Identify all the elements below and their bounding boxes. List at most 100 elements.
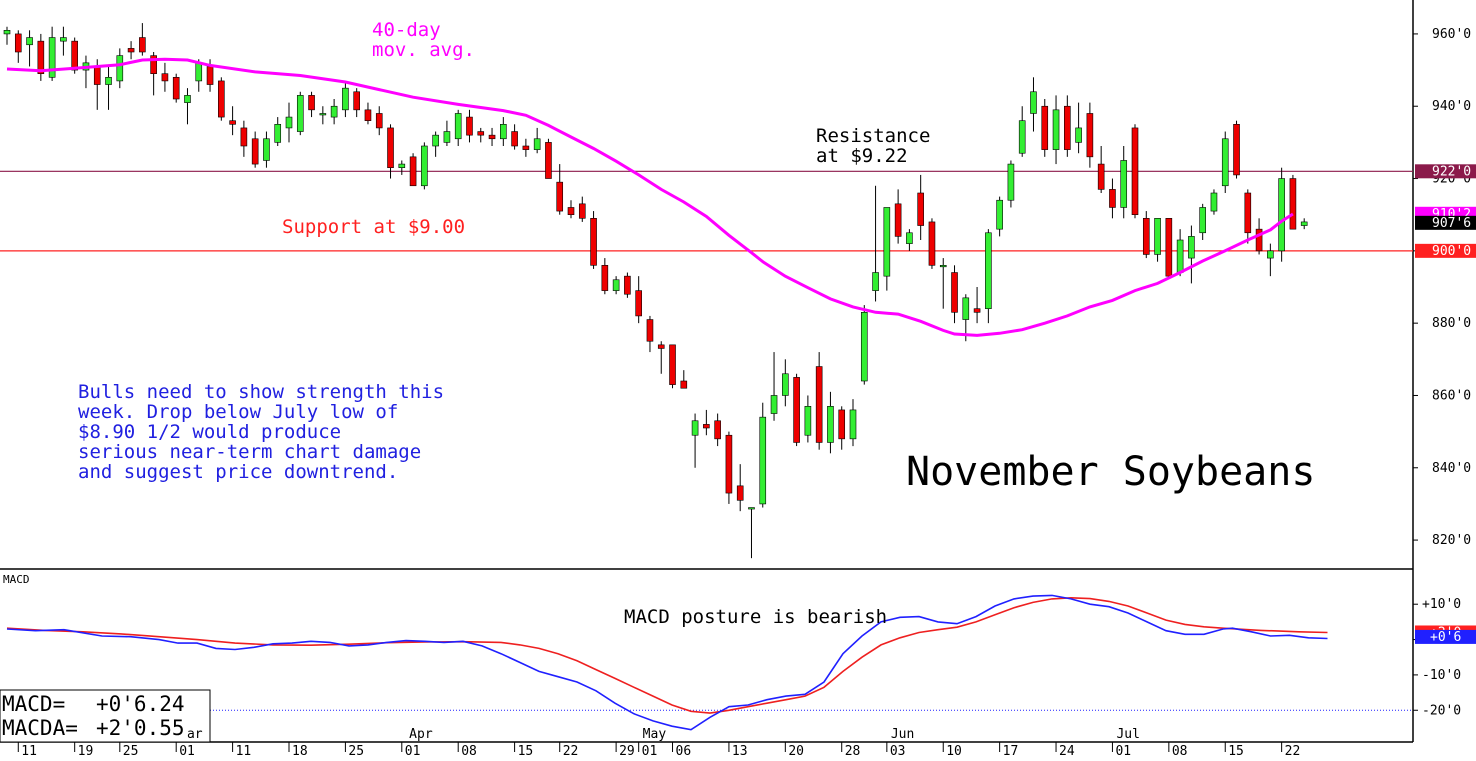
candle-down [951, 272, 958, 313]
price-tick-label: 960'0 [1432, 27, 1471, 42]
macda-readout-value: +2'0.55 [96, 716, 185, 740]
candle-down [511, 131, 518, 147]
date-tick-label: 29 [619, 744, 635, 759]
macd-readout-value: +0'6.24 [96, 692, 185, 716]
candle-down [657, 344, 665, 349]
candle-down [601, 265, 609, 291]
candle-up [1154, 218, 1161, 255]
candle-up [330, 105, 338, 118]
candle-up [860, 312, 868, 382]
candle-up [1018, 120, 1026, 154]
candle-up [906, 232, 913, 244]
macd-readout-label: MACD= [2, 692, 65, 716]
month-label: Jul [1116, 727, 1139, 742]
candle-down [1064, 105, 1071, 150]
macd-panel-title: MACD [3, 573, 30, 586]
candle-down [251, 138, 259, 165]
candle-down [161, 73, 169, 82]
candle-up [421, 145, 428, 187]
candle-down [466, 116, 473, 136]
candle-down [1289, 178, 1297, 230]
comment-line-1: Bulls need to show strength this [78, 381, 444, 403]
candle-down [127, 48, 135, 53]
candle-up [263, 138, 270, 161]
candle-down [364, 109, 372, 121]
macd-tick-label: -10'0 [1422, 668, 1461, 683]
candle-up [804, 406, 812, 436]
macd-tick-label: +10'0 [1422, 597, 1461, 612]
candle-up [3, 30, 11, 35]
price-panel: 960'0940'0920'0900'0880'0860'0840'0820'0… [0, 0, 1476, 570]
candle-down [714, 420, 721, 440]
date-tick-label: 03 [890, 744, 906, 759]
candle-down [353, 91, 360, 111]
candle-down [375, 113, 383, 129]
candle-down [37, 40, 45, 74]
candle-up [48, 37, 56, 78]
candle-down [894, 203, 902, 237]
candle-down [1255, 228, 1263, 252]
date-tick-label: 25 [348, 744, 364, 759]
date-tick-label: 08 [1172, 744, 1188, 759]
candle-down [917, 192, 924, 226]
candle-up [116, 55, 124, 82]
price-tag-label: 907'6 [1432, 216, 1471, 231]
candle-down [522, 145, 530, 150]
candle-down [646, 319, 654, 342]
price-tick-label: 880'0 [1432, 316, 1471, 331]
price-tag-label: 900'0 [1432, 244, 1471, 259]
candle-up [996, 199, 1003, 230]
date-tick-label: 19 [78, 744, 94, 759]
candle-up [60, 37, 67, 42]
candle-up [26, 37, 33, 46]
candle-up [1075, 127, 1082, 143]
candle-down [387, 127, 394, 168]
date-tick-label: 28 [845, 744, 861, 759]
candle-down [172, 77, 180, 100]
candle-up [1278, 178, 1285, 252]
price-tick-label: 860'0 [1432, 388, 1471, 403]
candle-up [939, 265, 947, 268]
date-tick-label: 18 [292, 744, 308, 759]
price-tick-label: 820'0 [1432, 533, 1471, 548]
month-label: ar [187, 727, 203, 742]
date-tick-label: 06 [676, 744, 692, 759]
date-tick-label: 25 [123, 744, 139, 759]
date-tick-label: 20 [788, 744, 804, 759]
candle-down [71, 40, 78, 71]
date-tick-label: 01 [642, 744, 658, 759]
candle-up [1188, 236, 1195, 259]
date-tick-label: 01 [1115, 744, 1131, 759]
candle-up [500, 124, 507, 140]
date-tick-label: 10 [946, 744, 962, 759]
macd-tag-label: +0'6 [1430, 630, 1461, 645]
macd-tag-bg [1415, 629, 1476, 644]
candle-up [759, 416, 767, 505]
macd-panel: MACD +10'00'0-10'0-20'0 +2'0+0'6 MACD po… [0, 569, 1476, 743]
candle-down [206, 66, 214, 85]
price-tag-bg [1415, 164, 1476, 179]
candle-up [691, 420, 699, 436]
comment-line-2: week. Drop below July low of [78, 401, 398, 423]
candle-down [635, 290, 642, 317]
candle-up [962, 297, 970, 320]
candle-up [849, 409, 857, 440]
price-tag-bg [1415, 243, 1476, 258]
month-label: May [643, 727, 667, 742]
support-label: Support at $9.00 [282, 216, 465, 238]
candle-down [1097, 163, 1105, 190]
candle-up [612, 279, 620, 291]
candle-down [545, 142, 552, 179]
candle-down [590, 218, 597, 266]
chart-title: November Soybeans [906, 449, 1315, 495]
candle-up [827, 406, 834, 443]
month-label: Jun [891, 727, 914, 742]
candle-up [1120, 160, 1128, 208]
candle-down [1244, 192, 1252, 234]
candle-down [1109, 189, 1116, 208]
price-candles [3, 23, 1308, 559]
date-tick-label: 22 [1285, 744, 1301, 759]
candle-down [815, 366, 823, 443]
ma-label-line1: 40-day [372, 19, 441, 41]
